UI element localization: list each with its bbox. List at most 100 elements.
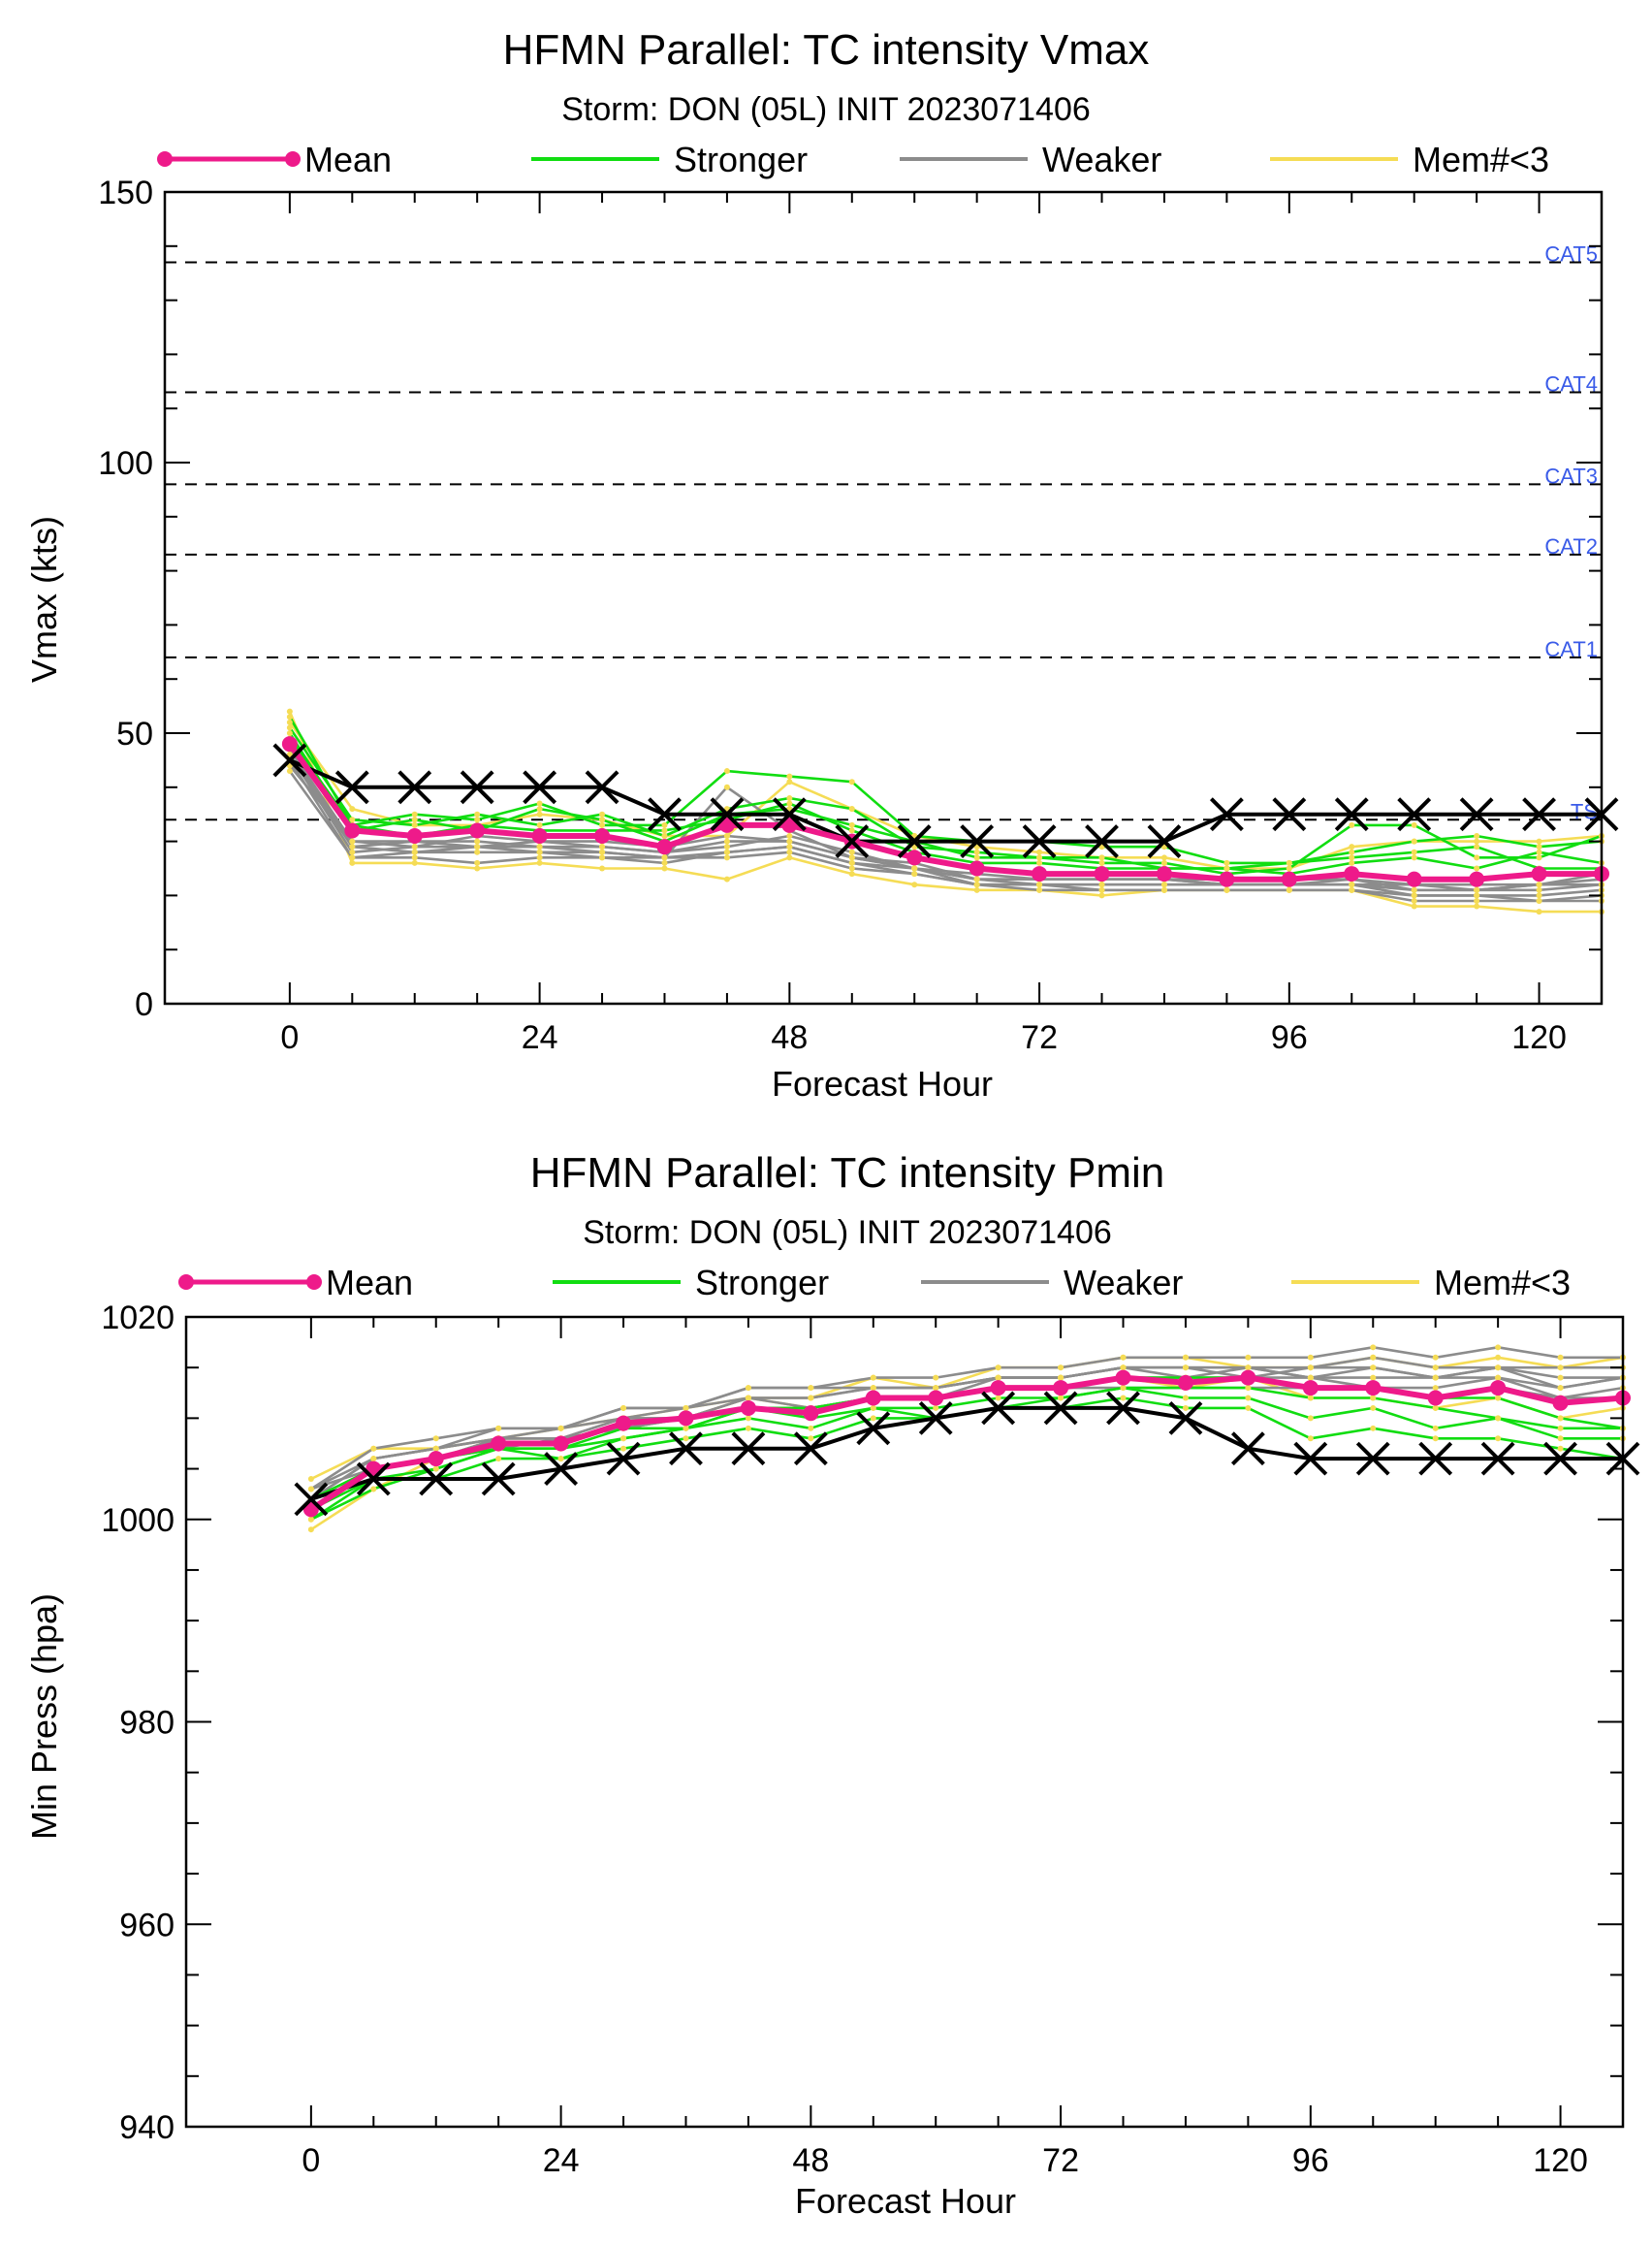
member-point — [1349, 849, 1355, 855]
member-point — [786, 779, 793, 786]
member-point — [307, 1526, 314, 1533]
mean-point — [1281, 871, 1297, 887]
member-point — [1495, 1354, 1502, 1361]
member-point — [557, 1456, 564, 1462]
member-point — [1245, 1404, 1252, 1411]
member-point — [973, 876, 980, 882]
member-point — [723, 833, 730, 840]
member-point — [495, 1456, 502, 1462]
best-track-marker — [481, 1461, 516, 1496]
member-point — [786, 838, 793, 845]
mean-point — [928, 1390, 944, 1406]
reference-label-cat1: CAT1 — [1544, 637, 1598, 661]
legend-marker-mean-left — [157, 151, 173, 167]
series-line-stronger-4 — [288, 732, 1603, 876]
member-point — [1432, 1374, 1439, 1381]
member-point — [973, 882, 980, 888]
best-track-marker — [334, 770, 369, 805]
member-point — [536, 844, 543, 850]
mean-point — [740, 1399, 756, 1416]
member-point — [536, 800, 543, 807]
mean-point — [1032, 866, 1048, 882]
member-point — [1349, 854, 1355, 861]
mean-point — [1469, 871, 1485, 887]
best-track-marker — [585, 770, 620, 805]
best-track-marker — [1293, 1441, 1328, 1476]
best-track-marker-stroke-b — [648, 797, 682, 832]
member-point — [995, 1374, 1001, 1381]
y-tick-label: 980 — [119, 1705, 175, 1742]
best-track-marker-stroke-b — [1418, 1441, 1453, 1476]
y-tick-label: 0 — [135, 986, 153, 1023]
best-track-marker-stroke-b — [1543, 1441, 1577, 1476]
member-point — [286, 719, 293, 725]
member-point — [1286, 859, 1292, 866]
best-track-marker — [1168, 1400, 1203, 1435]
legend-label-memlt3: Mem#<3 — [1413, 140, 1549, 179]
member-point — [1036, 859, 1043, 866]
series-line-stronger-2 — [288, 716, 1603, 865]
member-point — [911, 871, 918, 878]
legend-label-mean: Mean — [304, 140, 392, 179]
member-point — [1474, 844, 1480, 850]
member-point — [808, 1435, 814, 1442]
mean-point — [678, 1410, 694, 1427]
member-point — [1245, 1395, 1252, 1401]
member-point — [286, 768, 293, 775]
best-track-marker — [1397, 797, 1432, 832]
member-point — [432, 1445, 439, 1452]
member-point — [599, 849, 606, 855]
best-track-marker — [856, 1411, 891, 1446]
member-point — [1058, 1364, 1064, 1371]
best-track-marker — [1147, 824, 1182, 859]
best-track-marker-stroke-b — [856, 1411, 891, 1446]
member-point — [1411, 886, 1417, 893]
member-point — [1536, 909, 1542, 915]
legend-label-weaker: Weaker — [1042, 140, 1161, 179]
best-track-marker-stroke-b — [419, 1461, 454, 1496]
best-track-marker-stroke-b — [272, 743, 307, 778]
member-point — [1223, 865, 1230, 872]
legend-label-stronger: Stronger — [695, 1263, 829, 1302]
mean-point — [469, 822, 486, 839]
member-point — [661, 821, 668, 828]
mean-point — [781, 817, 798, 833]
best-track-marker — [1543, 1441, 1577, 1476]
y-tick-label: 1000 — [101, 1502, 175, 1539]
member-point — [557, 1425, 564, 1431]
member-point — [1307, 1364, 1314, 1371]
best-track-marker-stroke-b — [1209, 797, 1244, 832]
best-track-marker-stroke-b — [793, 1431, 828, 1466]
member-point — [1245, 1354, 1252, 1361]
legend: Mean Stronger Weaker Mem#<3 — [178, 1263, 1571, 1302]
member-point — [911, 865, 918, 872]
member-point — [848, 871, 855, 878]
member-point — [848, 849, 855, 855]
member-point — [1245, 1385, 1252, 1392]
best-track-marker-stroke-b — [1522, 797, 1556, 832]
mean-point — [1240, 1369, 1256, 1386]
member-point — [933, 1374, 939, 1381]
member-point — [1474, 838, 1480, 845]
chart-subtitle: Storm: DON (05L) INIT 2023071406 — [583, 1214, 1112, 1251]
member-point — [1557, 1385, 1564, 1392]
member-point — [723, 849, 730, 855]
mean-point — [1490, 1380, 1507, 1396]
member-point — [1036, 854, 1043, 861]
member-point — [1370, 1395, 1377, 1401]
member-point — [995, 1364, 1001, 1371]
best-track-marker — [1043, 1391, 1078, 1426]
legend-marker-mean-left — [178, 1274, 194, 1290]
mean-point — [1531, 866, 1547, 882]
x-axis-label: Forecast Hour — [772, 1064, 993, 1104]
best-track-marker — [897, 824, 932, 859]
member-point — [536, 849, 543, 855]
y-tick-label: 100 — [98, 445, 153, 482]
member-point — [1474, 854, 1480, 861]
member-point — [599, 854, 606, 861]
best-track-marker-stroke-b — [397, 770, 432, 805]
best-track-marker-stroke-b — [835, 824, 870, 859]
chart-subtitle: Storm: DON (05L) INIT 2023071406 — [561, 91, 1091, 128]
x-tick-label: 72 — [1021, 1019, 1058, 1056]
reference-label-cat3: CAT3 — [1544, 464, 1598, 488]
